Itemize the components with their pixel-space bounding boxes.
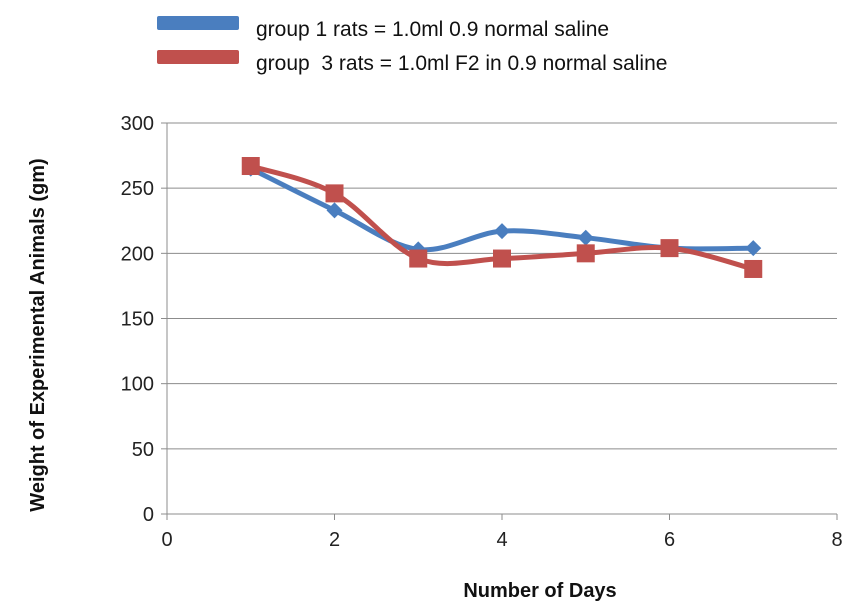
legend-item-1: group 1 rats = 1.0ml 0.9 normal saline [157,16,609,41]
series-2-point [744,259,763,278]
legend-label: group 1 rats = 1.0ml 0.9 normal saline [256,18,609,41]
y-tick-label: 200 [121,243,154,265]
x-tick-label: 6 [664,529,675,551]
legend-item-2: group 3 rats = 1.0ml F2 in 0.9 normal sa… [157,50,667,75]
legend-label: group 3 rats = 1.0ml F2 in 0.9 normal sa… [256,52,667,75]
series-2-point [241,157,260,176]
axes [161,122,838,520]
y-tick-label: 0 [143,504,154,526]
series-1-point [745,240,762,257]
series-1-point [494,223,510,240]
x-tick-label: 8 [831,529,842,551]
x-tick-label: 4 [496,529,507,551]
y-tick-label: 50 [132,439,154,461]
legend-swatch [157,50,239,64]
series-2-point [493,249,511,268]
series-layer [241,157,763,278]
series-2-point [660,239,679,258]
series-2 [241,157,763,278]
series-1 [242,160,762,258]
x-tick-label: 0 [161,529,172,551]
series-1-point [577,229,594,246]
legend-swatch [157,16,239,30]
series-2-point [409,249,428,268]
legend: group 1 rats = 1.0ml 0.9 normal saline gr… [157,16,667,75]
y-tick-label: 100 [121,374,154,396]
y-axis-title: Weight of Experimental Animals (gm) [27,158,49,511]
x-axis-title: Number of Days [463,580,616,602]
series-2-point [325,184,344,203]
x-tick-label: 2 [329,529,340,551]
y-tick-label: 250 [121,178,154,200]
series-1-point [326,202,343,219]
gridlines [167,122,837,450]
x-tick-labels: 0 2 4 6 8 [161,529,842,551]
y-tick-labels: 0 50 100 150 200 250 300 [121,113,154,526]
y-tick-label: 150 [121,309,154,331]
y-tick-label: 300 [121,113,154,135]
series-2-point [576,244,595,263]
